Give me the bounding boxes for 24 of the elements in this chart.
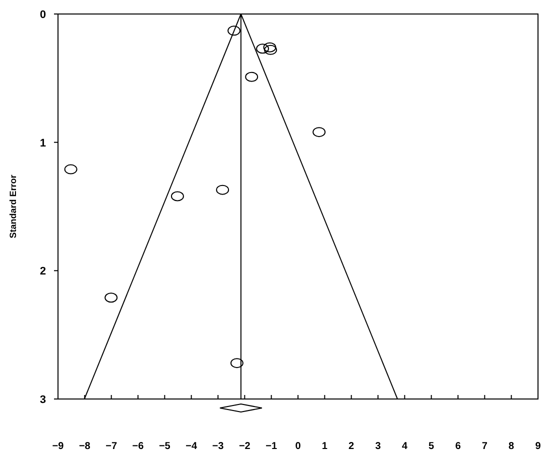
x-tick-label: −2 — [238, 441, 251, 452]
x-tick-label: 1 — [322, 441, 328, 452]
x-tick-label: 0 — [295, 441, 302, 452]
x-tick-label: −7 — [106, 441, 118, 452]
x-tick-label: −4 — [186, 441, 198, 452]
x-tick-label: 8 — [508, 441, 515, 452]
x-tick-label: 4 — [402, 441, 408, 452]
y-tick-label: 2 — [40, 266, 46, 278]
x-tick-label: 3 — [375, 441, 382, 452]
y-tick-label: 0 — [40, 9, 46, 21]
x-tick-label: −9 — [52, 441, 64, 452]
y-axis-title: Standard Error — [8, 174, 18, 238]
x-tick-label: 9 — [535, 441, 542, 452]
y-tick-label: 1 — [40, 137, 46, 150]
x-tick-label: −5 — [158, 441, 171, 452]
x-tick-label: −3 — [212, 441, 224, 452]
x-tick-label: 5 — [428, 441, 435, 452]
x-tick-label: 2 — [348, 441, 355, 452]
x-tick-label: 6 — [455, 441, 462, 452]
x-tick-label: −6 — [132, 441, 144, 452]
x-tick-label: −8 — [78, 441, 91, 452]
y-tick-label: 3 — [40, 394, 46, 406]
x-tick-label: −1 — [266, 441, 278, 452]
x-tick-label: 7 — [482, 441, 488, 452]
